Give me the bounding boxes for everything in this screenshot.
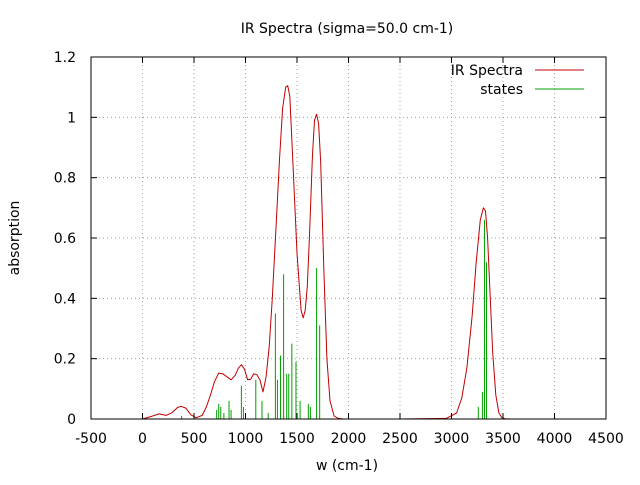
y-tick-label: 0.6 bbox=[54, 231, 76, 247]
x-tick-label: 4000 bbox=[537, 431, 573, 447]
y-axis-title: absorption bbox=[7, 201, 23, 276]
ir-spectrum-line bbox=[142, 85, 586, 420]
y-tick-label: 1.2 bbox=[54, 50, 76, 66]
x-tick-label: 4500 bbox=[588, 431, 624, 447]
x-tick-label: 1500 bbox=[279, 431, 315, 447]
x-tick-label: 2000 bbox=[331, 431, 367, 447]
y-tick-label: 0.4 bbox=[54, 291, 76, 307]
y-tick-label: 0 bbox=[67, 412, 76, 428]
x-tick-label: -500 bbox=[75, 431, 107, 447]
x-tick-label: 3000 bbox=[434, 431, 470, 447]
axis-ticks: -500 0 500 1000 1500 2000 2500 3000 3500 4000 4500… bbox=[54, 50, 624, 447]
x-tick-label: 0 bbox=[138, 431, 147, 447]
chart-title: IR Spectra (sigma=50.0 cm-1) bbox=[241, 21, 454, 37]
x-tick-label: 2500 bbox=[382, 431, 418, 447]
x-axis-title: w (cm-1) bbox=[316, 458, 378, 474]
x-tick-label: 3500 bbox=[485, 431, 521, 447]
y-tick-label: 0.8 bbox=[54, 171, 76, 187]
legend-label: IR Spectra bbox=[451, 63, 523, 79]
data-series bbox=[142, 85, 586, 420]
y-tick-label: 1 bbox=[67, 110, 76, 126]
x-tick-label: 1000 bbox=[228, 431, 264, 447]
legend: IR Spectra states bbox=[451, 63, 584, 98]
x-tick-label: 500 bbox=[181, 431, 208, 447]
grid-lines bbox=[91, 57, 606, 419]
legend-label: states bbox=[480, 82, 523, 98]
y-tick-label: 0.2 bbox=[54, 352, 76, 368]
